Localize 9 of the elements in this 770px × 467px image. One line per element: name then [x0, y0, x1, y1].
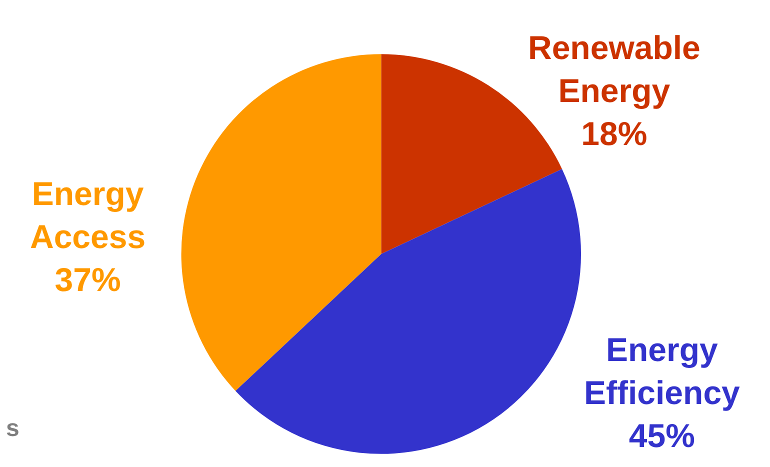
data-label: 18%: [581, 114, 648, 152]
slice-label: Energy Efficiency: [584, 331, 741, 411]
slice-label: Energy Access: [30, 175, 146, 255]
text: s: [6, 415, 20, 442]
pie-slice: [235, 168, 581, 454]
data-label: 37%: [54, 260, 121, 298]
slice-label: Renewable Energy: [528, 29, 700, 109]
pie-slice: [181, 54, 382, 391]
data-label: 45%: [628, 416, 695, 454]
